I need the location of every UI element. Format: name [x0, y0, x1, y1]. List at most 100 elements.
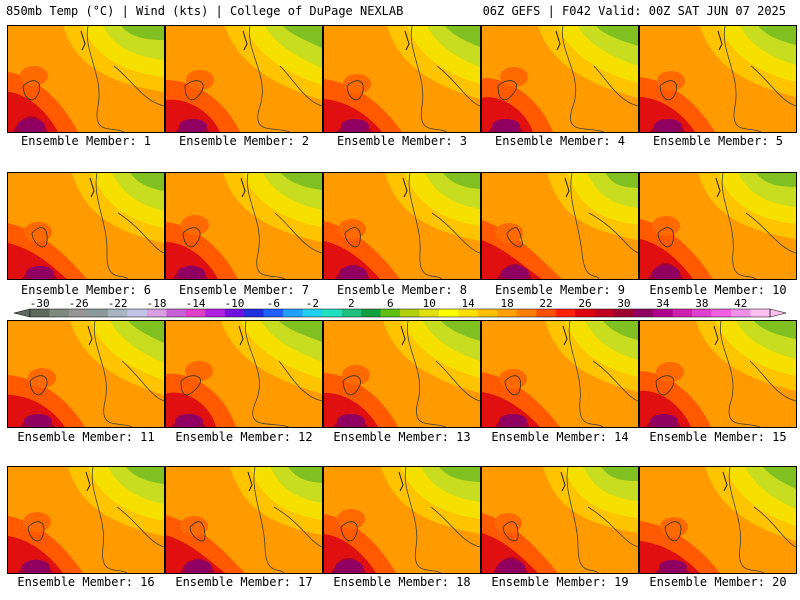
ensemble-member-label: Ensemble Member: 15 — [649, 430, 787, 444]
colorbar-tick-label: 10 — [423, 297, 436, 310]
colorbar-swatch — [263, 309, 284, 317]
ensemble-member-label: Ensemble Member: 6 — [20, 283, 152, 297]
colorbar-swatch — [497, 309, 518, 317]
colorbar-swatch — [614, 309, 634, 317]
colorbar-swatch — [224, 309, 245, 317]
colorbar-tick-label: -6 — [267, 297, 280, 310]
colorbar-swatch — [594, 309, 615, 317]
ensemble-member-label: Ensemble Member: 8 — [336, 283, 468, 297]
ensemble-map-7 — [165, 172, 323, 280]
temperature-field-map — [324, 26, 480, 132]
colorbar-swatch — [146, 309, 167, 317]
ensemble-map-15 — [639, 320, 797, 428]
colorbar-tick-label: 34 — [656, 297, 670, 310]
ensemble-map-10 — [639, 172, 797, 280]
colorbar-swatch — [536, 309, 557, 317]
ensemble-member-label: Ensemble Member: 10 — [649, 283, 787, 297]
colorbar-swatch — [711, 309, 732, 317]
colorbar-swatch — [731, 309, 751, 317]
ensemble-map-1 — [7, 25, 165, 133]
ensemble-member-label: Ensemble Member: 12 — [175, 430, 313, 444]
temperature-field-map — [8, 173, 164, 279]
colorbar-swatch — [49, 309, 70, 317]
ensemble-member-label: Ensemble Member: 2 — [178, 134, 310, 148]
temperature-field-map — [482, 26, 638, 132]
model-run-info: 06Z GEFS | F042 Valid: 00Z SAT JUN 07 20… — [482, 4, 786, 18]
ensemble-map-19 — [481, 466, 639, 574]
colorbar-swatch — [322, 309, 342, 317]
temperature-field-map — [640, 467, 796, 573]
colorbar-swatch — [438, 309, 459, 317]
temperature-field-map — [640, 173, 796, 279]
colorbar-swatch — [127, 309, 148, 317]
colorbar-swatch — [341, 309, 362, 317]
colorbar-tick-label: -10 — [225, 297, 245, 310]
ensemble-member-label: Ensemble Member: 17 — [175, 575, 313, 589]
colorbar-swatch — [575, 309, 596, 317]
colorbar-swatch — [516, 309, 537, 317]
temperature-field-map — [166, 26, 322, 132]
colorbar-swatch — [380, 309, 401, 317]
ensemble-map-9 — [481, 172, 639, 280]
ensemble-member-label: Ensemble Member: 7 — [178, 283, 310, 297]
colorbar-tick-label: -30 — [30, 297, 50, 310]
temperature-field-map — [8, 321, 164, 427]
temperature-field-map — [8, 467, 164, 573]
temperature-field-map — [640, 321, 796, 427]
colorbar-swatch — [692, 309, 712, 317]
colorbar-tick-label: 30 — [617, 297, 630, 310]
colorbar-left-arrow — [13, 308, 31, 318]
colorbar-tick-label: 38 — [695, 297, 708, 310]
ensemble-map-3 — [323, 25, 481, 133]
colorbar-swatch — [107, 309, 128, 317]
colorbar-swatch — [361, 309, 381, 317]
colorbar-tick-label: -14 — [186, 297, 206, 310]
ensemble-member-label: Ensemble Member: 1 — [20, 134, 152, 148]
colorbar-swatch — [400, 309, 420, 317]
ensemble-map-4 — [481, 25, 639, 133]
temperature-field-map — [640, 26, 796, 132]
ensemble-map-13 — [323, 320, 481, 428]
colorbar-outline — [29, 308, 771, 318]
ensemble-map-14 — [481, 320, 639, 428]
ensemble-map-20 — [639, 466, 797, 574]
ensemble-map-17 — [165, 466, 323, 574]
colorbar-tick-label: 26 — [578, 297, 591, 310]
colorbar-swatch — [68, 309, 89, 317]
colorbar-swatch — [185, 309, 206, 317]
ensemble-member-label: Ensemble Member: 5 — [652, 134, 784, 148]
temperature-field-map — [482, 467, 638, 573]
ensemble-member-label: Ensemble Member: 4 — [494, 134, 626, 148]
ensemble-member-label: Ensemble Member: 13 — [333, 430, 471, 444]
temperature-field-map — [166, 467, 322, 573]
ensemble-map-8 — [323, 172, 481, 280]
colorbar-right-arrow — [769, 308, 787, 318]
ensemble-member-label: Ensemble Member: 9 — [494, 283, 626, 297]
colorbar-tick-label: -2 — [306, 297, 319, 310]
temperature-field-map — [166, 173, 322, 279]
colorbar-tick-label: -22 — [108, 297, 128, 310]
ensemble-map-11 — [7, 320, 165, 428]
colorbar-tick-label: 2 — [348, 297, 355, 310]
colorbar-swatch — [555, 309, 576, 317]
colorbar-swatch — [750, 309, 771, 317]
colorbar-swatch — [419, 309, 440, 317]
colorbar-swatch — [653, 309, 673, 317]
colorbar-tick-label: 18 — [500, 297, 513, 310]
ensemble-map-2 — [165, 25, 323, 133]
ensemble-map-18 — [323, 466, 481, 574]
colorbar-tick-label: -18 — [147, 297, 167, 310]
temperature-field-map — [8, 26, 164, 132]
ensemble-member-label: Ensemble Member: 3 — [336, 134, 468, 148]
colorbar-swatch — [477, 309, 498, 317]
colorbar-swatch — [633, 309, 654, 317]
colorbar-swatch — [166, 309, 187, 317]
temperature-field-map — [482, 321, 638, 427]
ensemble-map-6 — [7, 172, 165, 280]
colorbar-tick-label: 6 — [387, 297, 394, 310]
ensemble-member-label: Ensemble Member: 11 — [17, 430, 155, 444]
map-title: 850mb Temp (°C) | Wind (kts) | College o… — [6, 4, 404, 18]
ensemble-member-label: Ensemble Member: 14 — [491, 430, 629, 444]
colorbar-swatch — [283, 309, 303, 317]
temperature-field-map — [324, 467, 480, 573]
